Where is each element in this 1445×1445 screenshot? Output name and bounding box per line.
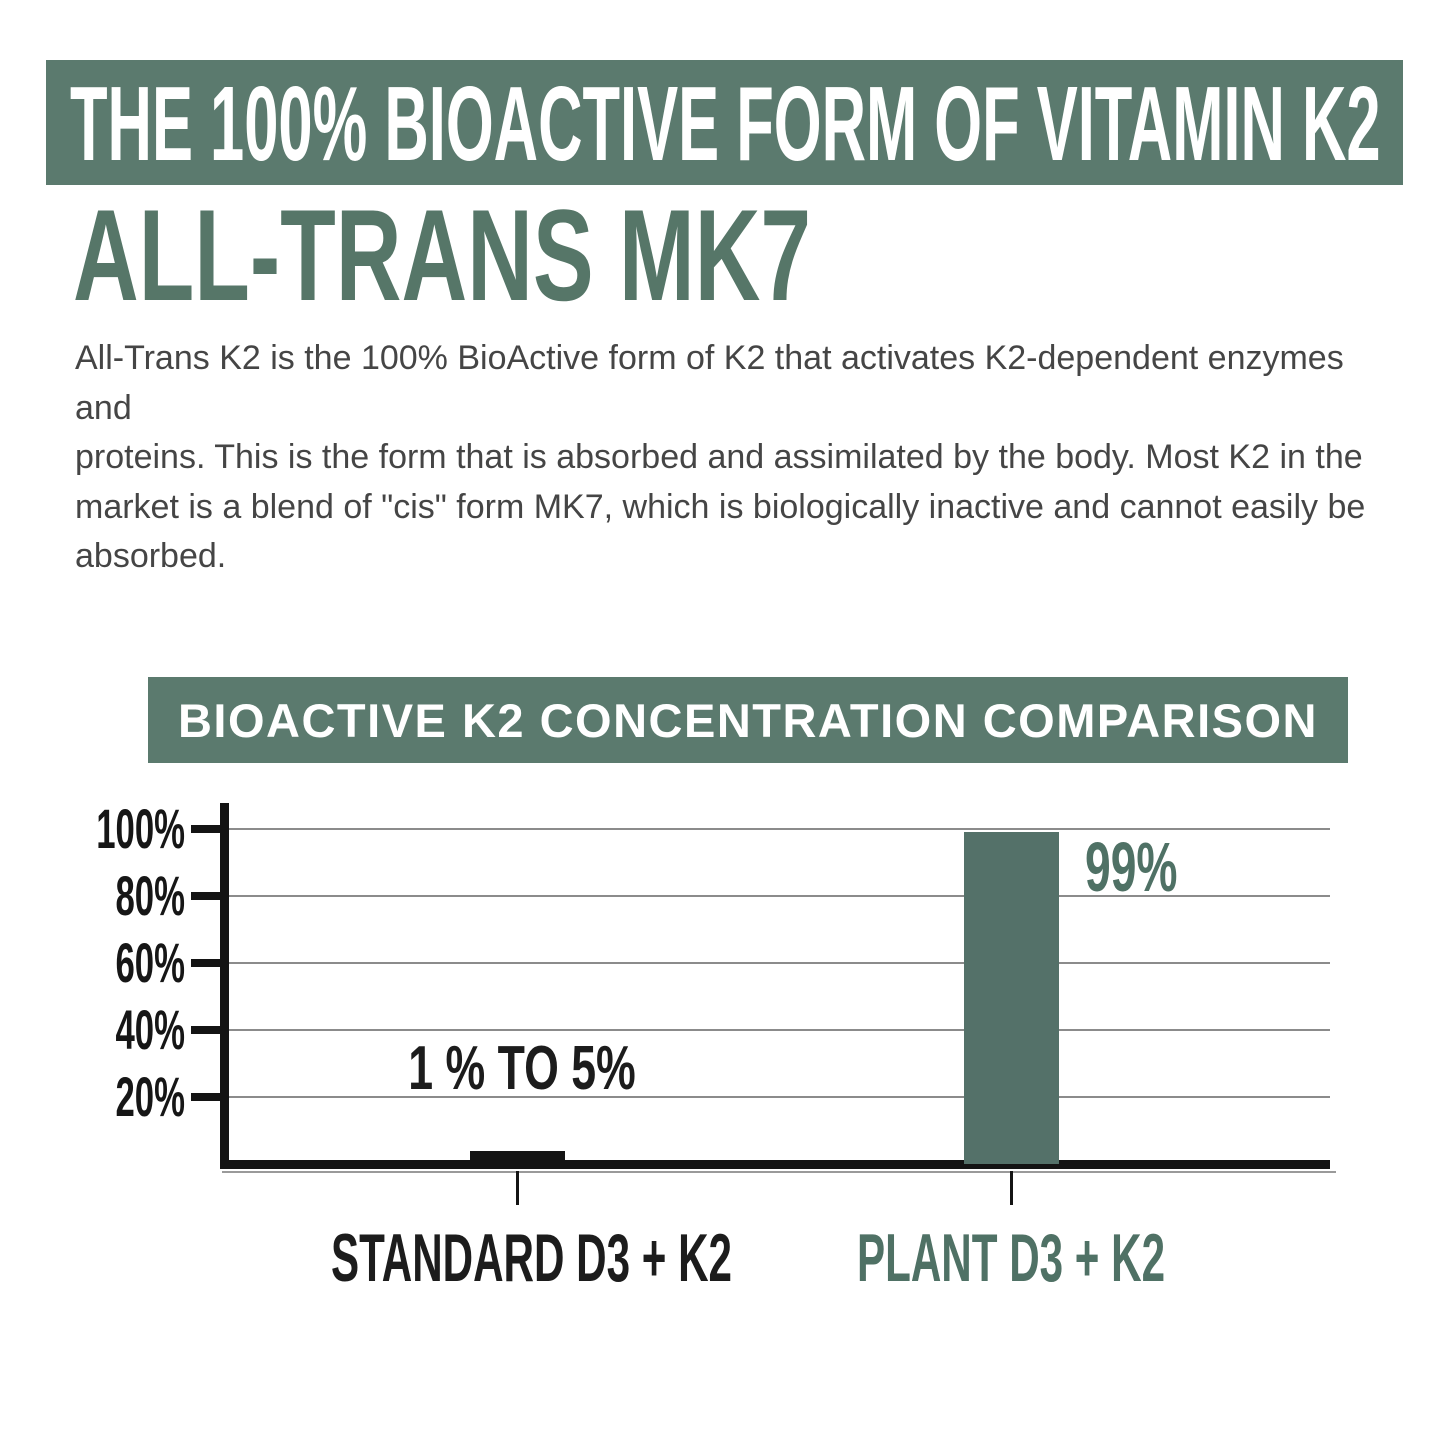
- page-title: THE 100% BIOACTIVE FORM OF VITAMIN K2: [70, 65, 1381, 183]
- x-axis-line: [220, 1160, 1330, 1169]
- intro-paragraph: All-Trans K2 is the 100% BioActive form …: [75, 334, 1375, 582]
- bar-standard: [469, 1151, 565, 1164]
- header-banner: THE 100% BIOACTIVE FORM OF VITAMIN K2: [46, 60, 1403, 185]
- intro-line: market is a blend of "cis" form MK7, whi…: [75, 487, 1366, 526]
- y-tick-label: 40%: [115, 998, 185, 1061]
- y-tick-label: 80%: [115, 864, 185, 927]
- intro-line: absorbed.: [75, 537, 227, 575]
- x-axis-tick: [1010, 1171, 1013, 1205]
- intro-line: All-Trans K2 is the 100% BioActive form …: [75, 339, 1344, 427]
- y-tick-label: 20%: [115, 1065, 185, 1128]
- value-label: 1 % TO 5%: [408, 1034, 636, 1103]
- intro-line: proteins. This is the form that is absor…: [75, 438, 1363, 476]
- gridline: [229, 1096, 1330, 1098]
- y-axis-line: [220, 803, 229, 1169]
- category-label: STANDARD D3 + K2: [331, 1220, 732, 1296]
- chart-title: BIOACTIVE K2 CONCENTRATION COMPARISON: [177, 693, 1318, 747]
- category-label: PLANT D3 + K2: [856, 1220, 1166, 1296]
- gridline: [229, 828, 1330, 830]
- gridline: [229, 895, 1330, 897]
- y-axis-tick: [191, 825, 220, 833]
- x-axis-shadow-line: [222, 1171, 1336, 1173]
- value-label: 99%: [1085, 828, 1178, 906]
- gridline: [229, 962, 1330, 964]
- y-axis-tick: [191, 959, 220, 967]
- bar-plant: [963, 832, 1059, 1164]
- chart-title-banner: BIOACTIVE K2 CONCENTRATION COMPARISON: [148, 677, 1348, 763]
- y-axis-tick: [191, 1093, 220, 1101]
- gridline: [229, 1029, 1330, 1031]
- x-axis-tick: [516, 1171, 519, 1205]
- page-subtitle: ALL-TRANS MK7: [73, 182, 812, 328]
- y-axis-tick: [191, 1026, 220, 1034]
- y-axis-tick: [191, 892, 220, 900]
- y-tick-label: 100%: [96, 797, 185, 860]
- y-tick-label: 60%: [115, 931, 185, 994]
